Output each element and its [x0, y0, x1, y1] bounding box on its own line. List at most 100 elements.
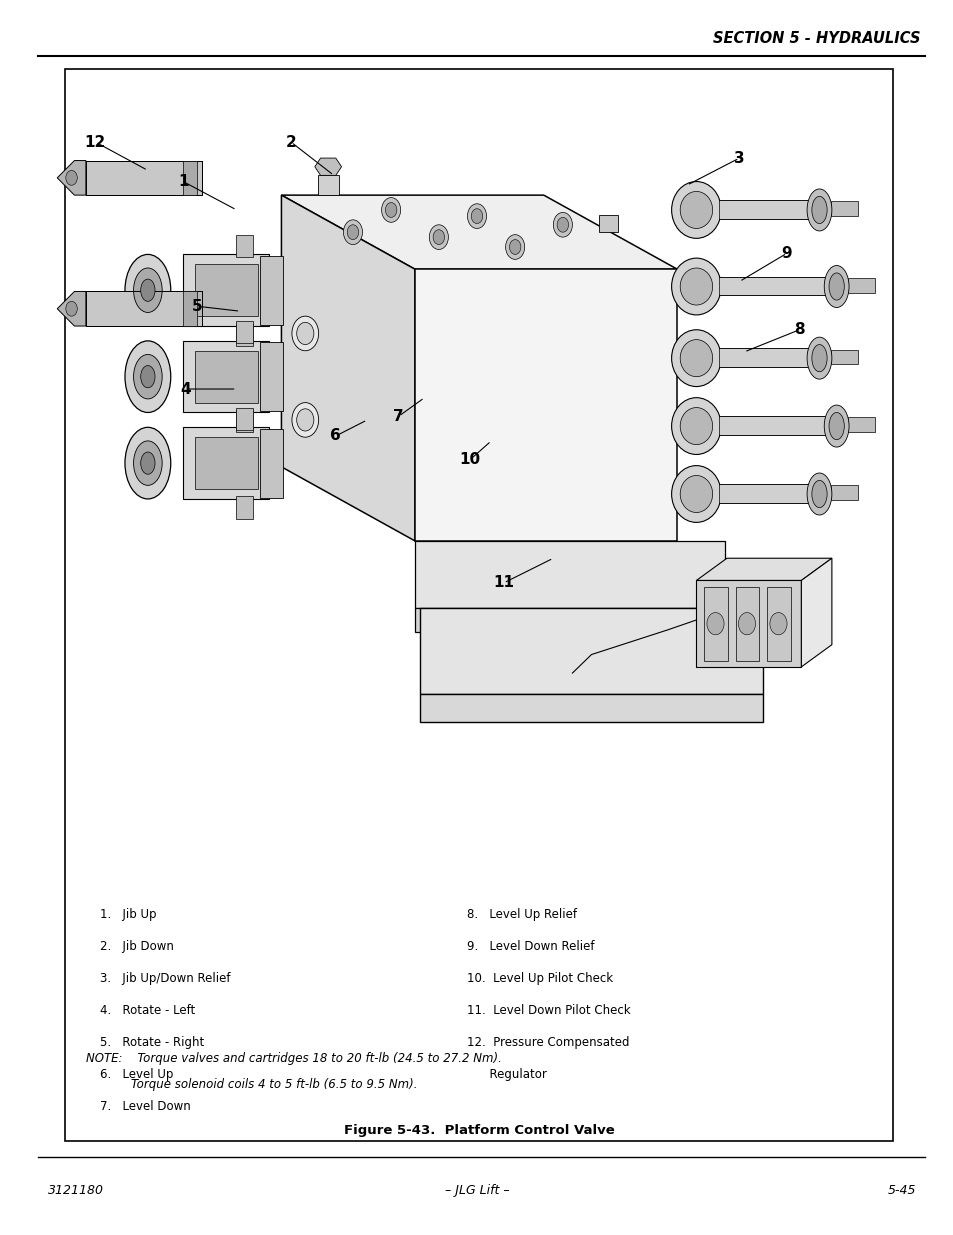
Bar: [65, 69, 892, 1141]
Polygon shape: [696, 558, 831, 580]
Ellipse shape: [828, 412, 843, 440]
Ellipse shape: [292, 316, 318, 351]
Bar: [830, 485, 857, 500]
Text: 3.   Jib Up/Down Relief: 3. Jib Up/Down Relief: [100, 972, 231, 986]
Polygon shape: [415, 608, 724, 632]
Circle shape: [429, 225, 448, 249]
Bar: [260, 429, 283, 498]
Bar: [830, 350, 857, 364]
Circle shape: [381, 198, 400, 222]
Bar: [235, 235, 253, 257]
Bar: [719, 348, 809, 367]
Ellipse shape: [133, 441, 162, 485]
Bar: [183, 341, 269, 412]
Text: 1.   Jib Up: 1. Jib Up: [100, 908, 156, 921]
Polygon shape: [415, 541, 724, 608]
Ellipse shape: [296, 409, 314, 431]
Text: 2: 2: [285, 135, 296, 149]
Ellipse shape: [141, 279, 154, 301]
Bar: [235, 496, 253, 519]
Bar: [194, 351, 257, 403]
Bar: [847, 278, 874, 293]
Polygon shape: [86, 161, 202, 195]
Ellipse shape: [125, 254, 171, 326]
Circle shape: [509, 240, 520, 254]
Polygon shape: [419, 694, 762, 722]
Ellipse shape: [679, 191, 712, 228]
Ellipse shape: [125, 341, 171, 412]
Polygon shape: [281, 195, 415, 541]
Ellipse shape: [828, 273, 843, 300]
Ellipse shape: [806, 189, 831, 231]
Ellipse shape: [296, 322, 314, 345]
Polygon shape: [801, 558, 831, 667]
Text: 5.   Rotate - Right: 5. Rotate - Right: [100, 1036, 204, 1050]
Ellipse shape: [811, 345, 826, 372]
Polygon shape: [419, 608, 762, 694]
Bar: [235, 408, 253, 430]
Bar: [194, 437, 257, 489]
Bar: [183, 254, 269, 326]
Circle shape: [738, 613, 755, 635]
Circle shape: [471, 209, 482, 224]
Ellipse shape: [141, 366, 154, 388]
Text: 10.  Level Up Pilot Check: 10. Level Up Pilot Check: [467, 972, 613, 986]
Polygon shape: [314, 158, 341, 175]
Polygon shape: [281, 195, 677, 269]
Ellipse shape: [679, 268, 712, 305]
Ellipse shape: [679, 408, 712, 445]
Bar: [703, 587, 727, 661]
Bar: [719, 277, 826, 295]
Text: SECTION 5 - HYDRAULICS: SECTION 5 - HYDRAULICS: [712, 31, 920, 46]
Bar: [194, 264, 257, 316]
Ellipse shape: [671, 182, 720, 238]
Ellipse shape: [671, 398, 720, 454]
Polygon shape: [57, 291, 86, 326]
Polygon shape: [183, 161, 196, 195]
Text: 11.  Level Down Pilot Check: 11. Level Down Pilot Check: [467, 1004, 631, 1018]
Bar: [735, 587, 759, 661]
Bar: [235, 324, 253, 346]
Text: 12: 12: [85, 135, 106, 149]
Bar: [719, 200, 809, 219]
Circle shape: [557, 217, 568, 232]
Text: 4.   Rotate - Left: 4. Rotate - Left: [100, 1004, 195, 1018]
Bar: [719, 416, 826, 435]
Bar: [235, 321, 253, 343]
Circle shape: [433, 230, 444, 245]
Ellipse shape: [292, 403, 318, 437]
Polygon shape: [86, 291, 202, 326]
Ellipse shape: [133, 268, 162, 312]
Text: 9.   Level Down Relief: 9. Level Down Relief: [467, 940, 595, 953]
Bar: [696, 580, 801, 667]
Circle shape: [66, 170, 77, 185]
Text: NOTE:    Torque valves and cartridges 18 to 20 ft-lb (24.5 to 27.2 Nm).: NOTE: Torque valves and cartridges 18 to…: [86, 1052, 501, 1066]
Circle shape: [553, 212, 572, 237]
Text: 7.   Level Down: 7. Level Down: [100, 1100, 191, 1114]
Bar: [830, 201, 857, 216]
Ellipse shape: [823, 266, 848, 308]
Ellipse shape: [823, 405, 848, 447]
Text: 2.   Jib Down: 2. Jib Down: [100, 940, 173, 953]
Ellipse shape: [125, 427, 171, 499]
Ellipse shape: [671, 330, 720, 387]
Circle shape: [467, 204, 486, 228]
Bar: [183, 427, 269, 499]
Circle shape: [343, 220, 362, 245]
Ellipse shape: [811, 196, 826, 224]
Bar: [719, 484, 809, 503]
Ellipse shape: [679, 475, 712, 513]
Text: 5: 5: [192, 299, 203, 314]
Ellipse shape: [806, 337, 831, 379]
Text: Figure 5-43.  Platform Control Valve: Figure 5-43. Platform Control Valve: [343, 1124, 614, 1137]
Text: Torque solenoid coils 4 to 5 ft-lb (6.5 to 9.5 Nm).: Torque solenoid coils 4 to 5 ft-lb (6.5 …: [86, 1078, 416, 1092]
Circle shape: [385, 203, 396, 217]
Text: 8.   Level Up Relief: 8. Level Up Relief: [467, 908, 577, 921]
Text: 11: 11: [493, 576, 514, 590]
Polygon shape: [415, 269, 677, 541]
Text: 8: 8: [793, 322, 804, 337]
Polygon shape: [183, 291, 196, 326]
Bar: [847, 417, 874, 432]
Text: 6.   Level Up: 6. Level Up: [100, 1068, 173, 1082]
Text: Regulator: Regulator: [467, 1068, 547, 1082]
